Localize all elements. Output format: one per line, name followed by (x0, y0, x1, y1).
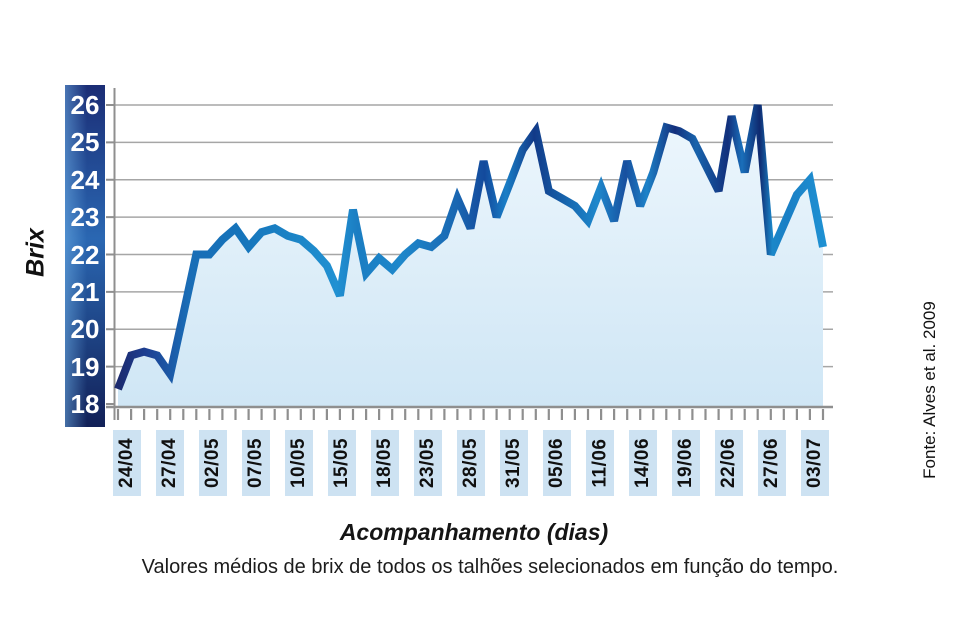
y-tick-label: 18 (70, 389, 100, 419)
source-note: Fonte: Alves et al. 2009 (920, 301, 939, 479)
y-tick-label: 25 (70, 127, 100, 158)
y-tick-label: 26 (70, 90, 100, 120)
y-tick-label: 20 (70, 314, 100, 345)
x-axis-title: Acompanhamento (dias) (339, 519, 609, 545)
y-tick-label: 24 (70, 164, 100, 195)
y-tick-label: 23 (70, 202, 100, 233)
y-tick-label: 22 (70, 239, 100, 270)
figure-caption: Valores médios de brix de todos os talhõ… (141, 556, 839, 578)
y-tick-label: 21 (70, 276, 100, 307)
y-axis-band: 26 25 24 23 22 21 20 19 18 (65, 85, 105, 427)
y-tick-label: 19 (70, 351, 100, 382)
